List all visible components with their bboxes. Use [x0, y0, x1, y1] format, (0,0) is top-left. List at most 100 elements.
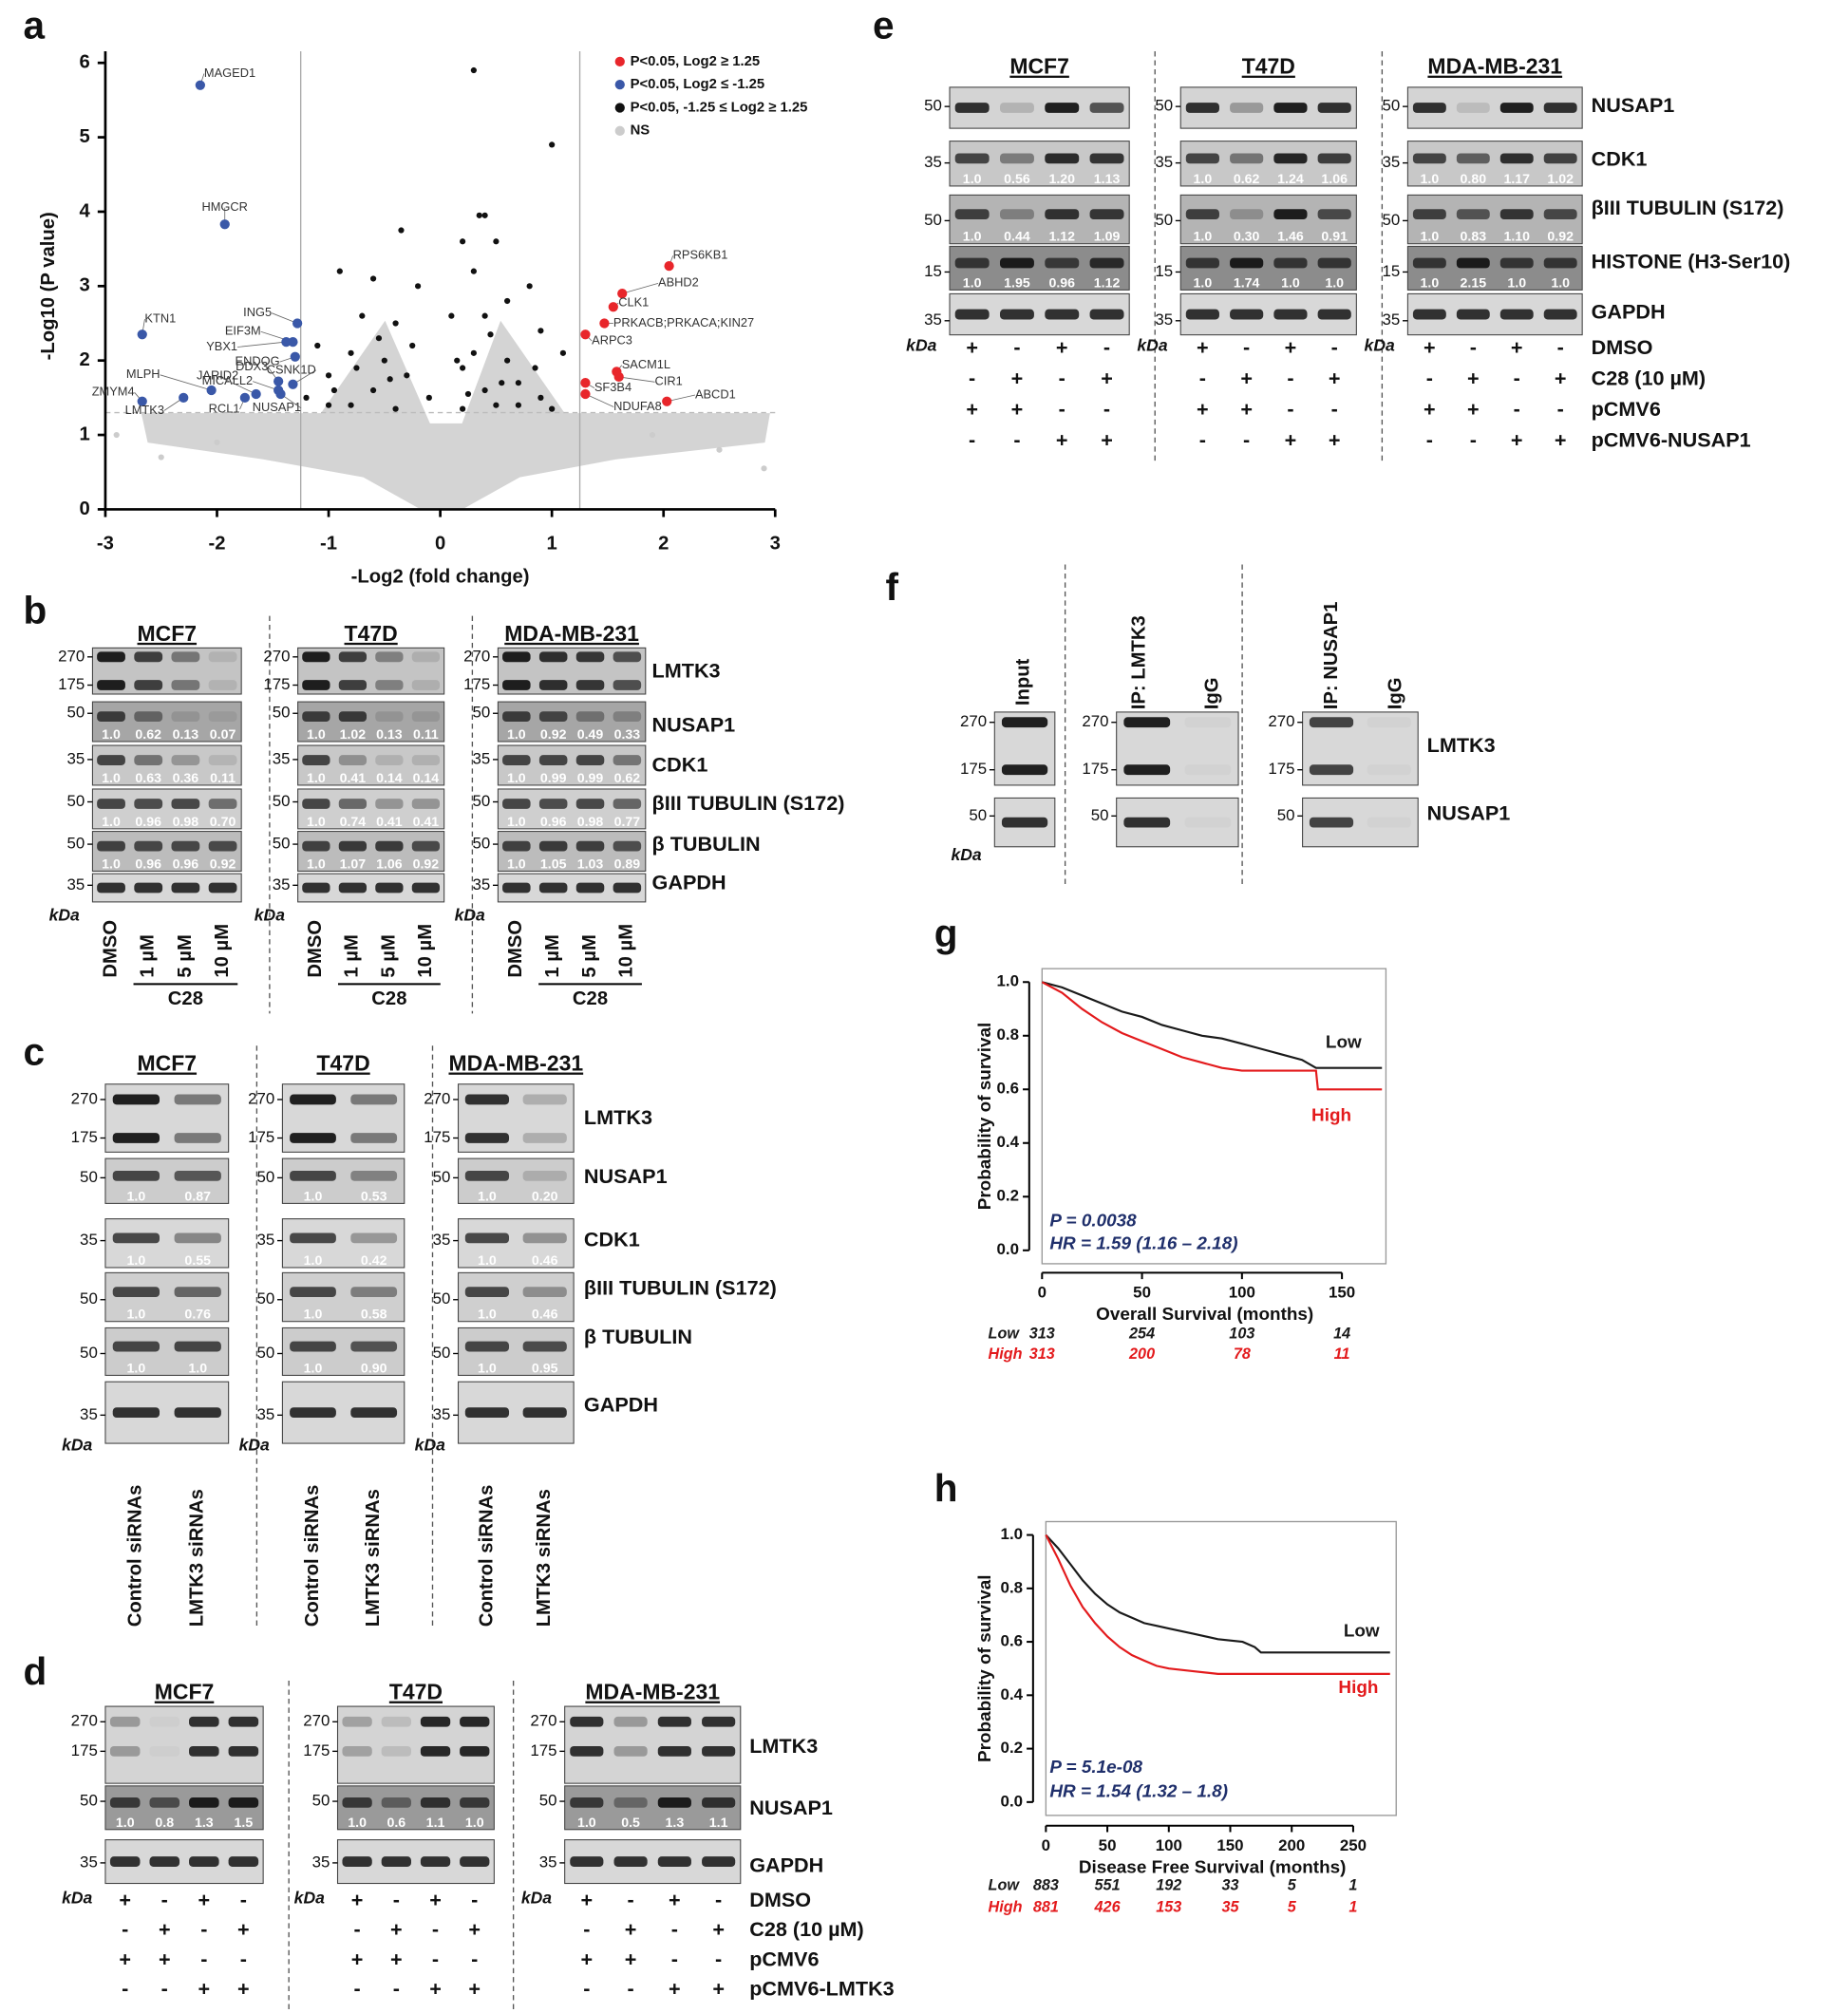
x-tick-label: 1: [547, 533, 557, 554]
kda-marker: 50: [273, 835, 291, 853]
kda-marker: 175: [58, 675, 85, 693]
lane-label: 1 µM: [138, 934, 159, 977]
panel-label: e: [873, 3, 895, 47]
point: [613, 371, 624, 383]
quant-value: 0.11: [413, 727, 439, 743]
treatment-sign: +: [580, 1888, 593, 1911]
band: [1499, 309, 1534, 320]
band: [290, 1341, 336, 1352]
band: [1317, 257, 1351, 269]
band: [342, 1745, 372, 1757]
quant-value: 0.98: [577, 815, 604, 830]
gene-label: RPS6KB1: [673, 248, 728, 262]
label-leader: [217, 375, 256, 395]
risk-label: Low: [989, 1326, 1021, 1343]
legend-swatch: [614, 56, 625, 66]
kda-marker: 50: [67, 792, 85, 810]
band: [702, 1856, 736, 1867]
y-tick-label: 0.6: [997, 1080, 1019, 1098]
gene-label: HMGCR: [201, 199, 247, 214]
quant-value: 1.0: [1281, 275, 1300, 291]
band: [112, 1232, 160, 1244]
kda-unit: kDa: [951, 845, 981, 864]
x-tick-label: 0: [435, 533, 445, 554]
band: [149, 1797, 180, 1808]
lane-label: 1 µM: [342, 934, 363, 977]
band: [613, 1797, 648, 1808]
cell-line-title: MDA-MB-231: [585, 1680, 720, 1704]
treatment-sign: -: [1013, 428, 1020, 452]
series-label: Low: [1326, 1033, 1362, 1053]
treatment-sign: +: [159, 1947, 171, 1970]
kda-marker: 175: [960, 760, 987, 778]
band: [171, 680, 200, 690]
treatment-sign: +: [1240, 367, 1253, 390]
point: [398, 227, 405, 234]
x-tick-label: 150: [1329, 1283, 1355, 1301]
protein-label: βIII TUBULIN (S172): [652, 791, 845, 815]
band: [411, 711, 441, 723]
treatment-sign: -: [969, 428, 975, 452]
kda-marker: 15: [1383, 262, 1401, 280]
treatment-sign: +: [1240, 397, 1253, 421]
gene-label: LMTK3: [125, 403, 164, 417]
quant-value: 1.24: [1277, 172, 1304, 187]
x-tick-label: 3: [770, 533, 781, 554]
kda-marker: 50: [924, 211, 942, 229]
separators: [255, 51, 1384, 2013]
point: [549, 405, 556, 412]
treatment-sign: +: [966, 397, 978, 421]
y-tick-label: 0.0: [997, 1240, 1019, 1258]
protein-label: NUSAP1: [584, 1164, 668, 1188]
band: [97, 755, 125, 765]
treatment-sign: +: [712, 1917, 725, 1941]
treatment-sign: +: [625, 1947, 637, 1970]
gene-label: MAGED1: [204, 66, 255, 80]
band: [954, 153, 990, 164]
treatment-sign: +: [1056, 428, 1068, 452]
y-tick-label: 1.0: [1001, 1525, 1023, 1543]
protein-label: HISTONE (H3-Ser10): [1592, 250, 1791, 273]
y-tick-label: 0.0: [1001, 1792, 1023, 1810]
band: [208, 755, 237, 765]
band: [1456, 209, 1490, 220]
risk-value: 153: [1156, 1898, 1181, 1915]
band: [1123, 764, 1171, 776]
quant-value: 1.0: [1194, 275, 1213, 291]
point: [275, 388, 286, 400]
quant-value: 1.0: [127, 1308, 146, 1323]
lane-label: 5 µM: [579, 934, 600, 977]
kda-marker: 175: [263, 675, 290, 693]
point: [608, 302, 618, 312]
band: [208, 680, 237, 690]
kda-marker: 50: [1091, 806, 1109, 824]
quant-value: 0.41: [376, 815, 403, 830]
quant-value: 0.44: [1004, 230, 1030, 245]
quant-value: 1.07: [340, 856, 367, 872]
band: [613, 651, 642, 663]
band: [575, 651, 605, 663]
x-axis-label: Overall Survival (months): [1096, 1305, 1313, 1325]
band: [613, 755, 642, 765]
kda-marker: 175: [463, 675, 490, 693]
band: [97, 882, 125, 894]
point: [414, 283, 422, 290]
kda-marker: 35: [312, 1853, 330, 1871]
lane-label: 10 µM: [415, 924, 436, 978]
quant-value: 1.0: [1507, 275, 1526, 291]
treatment-sign: +: [119, 1947, 131, 1970]
annotation: HR = 1.59 (1.16 – 2.18): [1049, 1234, 1237, 1254]
quant-value: 1.0: [127, 1253, 146, 1269]
band: [1309, 817, 1354, 828]
band: [1273, 153, 1308, 164]
treatment-sign: -: [354, 1917, 361, 1941]
quant-value: 0.96: [540, 815, 567, 830]
band: [657, 1856, 691, 1867]
gene-label: CLK1: [618, 295, 649, 310]
y-tick-label: 3: [79, 275, 89, 296]
quant-value: 1.0: [304, 1308, 323, 1323]
band: [228, 1716, 259, 1727]
treatment-sign: -: [1426, 367, 1433, 390]
treatment-sign: +: [1056, 335, 1068, 359]
band: [464, 1133, 510, 1143]
